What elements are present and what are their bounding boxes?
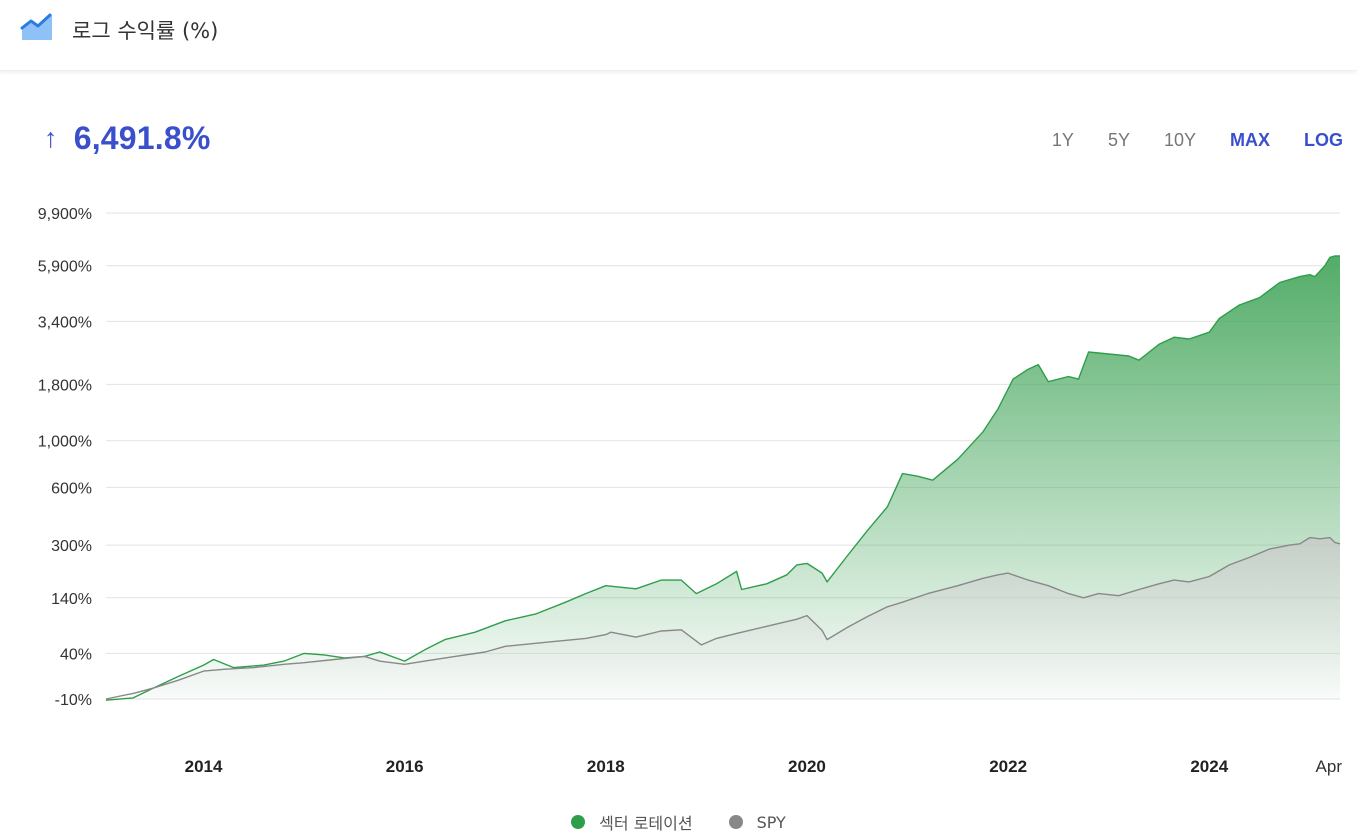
x-tick-label: 2020 xyxy=(788,757,826,776)
log-scale-toggle[interactable]: LOG xyxy=(1304,130,1343,150)
x-tick-label: Apr xyxy=(1316,757,1343,776)
y-tick-label: 9,900% xyxy=(38,206,92,223)
y-tick-label: 1,800% xyxy=(38,377,92,394)
legend-dot xyxy=(571,815,586,829)
range-max-button[interactable]: MAX xyxy=(1230,130,1270,150)
x-tick-label: 2016 xyxy=(386,757,424,776)
y-tick-label: 300% xyxy=(51,538,92,555)
total-return-value: ↑ 6,491.8% xyxy=(44,120,211,157)
y-tick-label: 5,900% xyxy=(38,259,92,276)
page-title: 로그 수익률 (%) xyxy=(72,19,219,43)
y-tick-label: 3,400% xyxy=(38,314,92,331)
legend-label: 섹터 로테이션 xyxy=(599,814,693,833)
total-return-label: 6,491.8% xyxy=(73,120,211,156)
series-area-spy xyxy=(106,537,1340,699)
range-10y-button[interactable]: 10Y xyxy=(1163,130,1196,150)
y-tick-label: -10% xyxy=(55,692,92,709)
chart-legend: 섹터 로테이션 SPY xyxy=(0,810,1357,834)
x-tick-label: 2022 xyxy=(989,757,1027,776)
legend-dot xyxy=(728,815,743,829)
range-5y-button[interactable]: 5Y xyxy=(1107,130,1130,150)
area-chart-icon xyxy=(20,13,52,40)
y-tick-label: 1,000% xyxy=(38,434,92,451)
x-tick-label: 2014 xyxy=(185,757,223,776)
chart-lines xyxy=(105,255,1341,701)
arrow-up-icon: ↑ xyxy=(44,123,58,153)
x-tick-label: 2018 xyxy=(587,757,625,776)
y-tick-label: 600% xyxy=(51,480,92,497)
log-return-chart: -10% 40% 140% 300% 600% 1,000% 1,800% 3,400% 5,9… xyxy=(38,206,1343,776)
legend-item-spy[interactable]: SPY xyxy=(728,810,786,834)
y-tick-label: 140% xyxy=(51,591,92,608)
x-axis-labels: 2014 2016 2018 2020 2022 2024 Apr xyxy=(185,757,1343,776)
legend-item-sector-rotation[interactable]: 섹터 로테이션 xyxy=(571,810,693,834)
legend-label: SPY xyxy=(756,812,786,832)
y-axis-labels: -10% 40% 140% 300% 600% 1,000% 1,800% 3,400% 5,9… xyxy=(38,206,92,709)
range-1y-button[interactable]: 1Y xyxy=(1051,130,1074,150)
page-header: 로그 수익률 (%) xyxy=(0,0,1357,71)
y-tick-label: 40% xyxy=(60,646,92,663)
chart-areas xyxy=(106,255,1340,701)
range-selector: 1Y 5Y 10Y MAX LOG xyxy=(1018,130,1343,151)
x-tick-label: 2024 xyxy=(1190,757,1228,776)
series-line-spy xyxy=(105,536,1341,700)
